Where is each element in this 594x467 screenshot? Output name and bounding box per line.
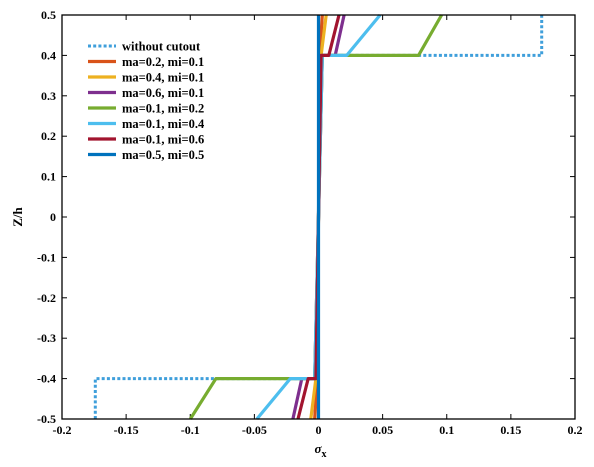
y-tick-label: 0.1	[41, 170, 56, 184]
x-tick-label: -0.2	[53, 423, 72, 437]
y-tick-label: -0.4	[37, 372, 56, 386]
series-layer	[93, 13, 544, 421]
x-axis-label-subscript: x	[322, 449, 327, 460]
legend-label: ma=0.1, mi=0.2	[122, 102, 204, 116]
plot-frame	[61, 14, 576, 420]
y-tick-label: -0.1	[37, 250, 56, 264]
y-tick-label: -0.3	[37, 331, 56, 345]
legend-label: ma=0.5, mi=0.5	[122, 148, 204, 162]
y-tick-label: -0.2	[37, 291, 56, 305]
legend-label: ma=0.1, mi=0.6	[122, 133, 204, 147]
y-tick-label: 0.2	[41, 129, 56, 143]
y-tick-label: -0.5	[37, 412, 56, 426]
y-tick-label: 0.3	[41, 89, 56, 103]
legend-label: ma=0.2, mi=0.1	[122, 55, 204, 69]
x-tick-label: 0.2	[568, 423, 583, 437]
x-tick-label: 0.1	[439, 423, 454, 437]
x-axis-label: σx	[314, 441, 326, 460]
y-tick-label: 0	[50, 210, 56, 224]
x-tick-label: 0.15	[500, 423, 521, 437]
legend-label: ma=0.1, mi=0.4	[122, 117, 205, 131]
y-tick-label: 0.5	[41, 8, 56, 22]
y-tick-label: 0.4	[41, 48, 56, 62]
legend-label: ma=0.6, mi=0.1	[122, 86, 204, 100]
legend-label: without cutout	[122, 40, 201, 54]
x-tick-label: 0.05	[372, 423, 393, 437]
x-tick-labels: -0.2 -0.15 -0.1 -0.05 0 0.05 0.1 0.15 0.2	[53, 423, 583, 437]
x-tick-label: -0.1	[181, 423, 200, 437]
x-tick-label: 0	[316, 423, 322, 437]
y-axis-label: Z/h	[10, 206, 25, 226]
x-tick-label: -0.05	[242, 423, 267, 437]
x-axis-label-main: σ	[314, 441, 322, 456]
legend-label: ma=0.4, mi=0.1	[122, 71, 204, 85]
y-tick-labels: 0.5 0.4 0.3 0.2 0.1 0 -0.1 -0.2 -0.3 -0.4 -0.5	[37, 8, 56, 426]
x-tick-label: -0.15	[114, 423, 139, 437]
